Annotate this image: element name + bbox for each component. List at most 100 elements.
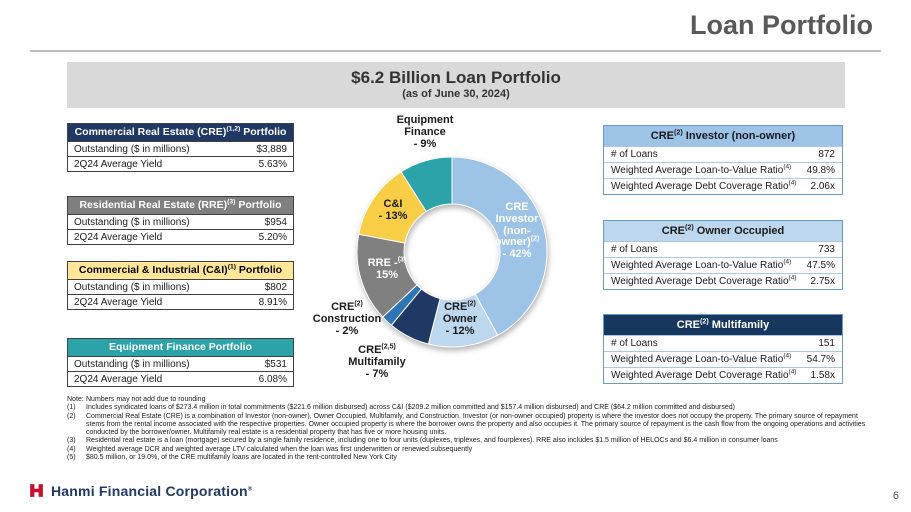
table-title: Residential Real Estate (RRE) (79, 199, 228, 211)
table-row: Weighted Average Loan-to-Value Ratio(4) 5… (604, 351, 842, 367)
row-label: Outstanding ($ in millions) (74, 358, 190, 370)
company-name: Hanmi Financial Corporation® (51, 482, 253, 499)
row-label: Weighted Average Debt Coverage Ratio(4) (611, 274, 797, 287)
table-header: CRE(2) Investor (non-owner) (604, 126, 842, 146)
table-header: Equipment Finance Portfolio (68, 339, 293, 356)
table-title: Commercial Real Estate (CRE) (74, 126, 227, 138)
pie-label-ci: C&I - 13% (378, 198, 408, 222)
row-label: Weighted Average Debt Coverage Ratio(4) (611, 368, 797, 381)
footnote-ref: (1) (227, 263, 237, 271)
table-header: CRE(2) Owner Occupied (604, 221, 842, 241)
footnote-ref: (2) (699, 317, 709, 326)
table-title: CRE (650, 130, 675, 142)
row-label: Weighted Average Loan-to-Value Ratio(4) (611, 258, 792, 271)
footnote: (2) Commercial Real Estate (CRE) is a com… (67, 412, 866, 437)
table-header: CRE(2) Multifamily (604, 315, 842, 335)
registered-mark: ® (247, 485, 253, 492)
row-label: 2Q24 Average Yield (74, 158, 163, 170)
page-title: Loan Portfolio (690, 10, 873, 40)
footnote: (5) $80.5 million, or 19.0%, of the CRE m… (67, 453, 397, 461)
row-value: $3,889 (256, 143, 287, 155)
rre-portfolio-table: Residential Real Estate (RRE)(3) Portfol… (67, 196, 294, 245)
table-row: Outstanding ($ in millions) $954 (68, 214, 293, 229)
pie-segment-cre-investor (451, 156, 548, 336)
row-value: $802 (264, 281, 287, 293)
footnote-ref: (2) (685, 223, 694, 232)
footnote-ref: (2) (674, 128, 683, 137)
pie-label-cre-investor: CRE Investor (non-owner)(2) - 42% (494, 201, 540, 261)
table-title: CRE (676, 319, 700, 331)
row-value: $531 (264, 358, 287, 370)
row-value: 47.5% (806, 260, 835, 271)
table-row: Weighted Average Loan-to-Value Ratio(4) 4… (604, 257, 842, 273)
banner: $6.2 Billion Loan Portfolio (as of June … (67, 62, 845, 108)
left-tables-column: Commercial Real Estate (CRE)(1,2) Portfo… (67, 123, 294, 393)
title-divider (30, 50, 881, 52)
row-label: # of Loans (611, 338, 658, 349)
row-value: 49.8% (806, 165, 835, 176)
table-header: Commercial & Industrial (C&I)(1) Portfol… (68, 262, 293, 279)
row-label: 2Q24 Average Yield (74, 373, 163, 385)
row-label: # of Loans (611, 244, 658, 255)
footnote: (3) Residential real estate is a loan (mo… (67, 437, 778, 445)
table-header: Commercial Real Estate (CRE)(1,2) Portfo… (68, 124, 293, 141)
donut-svg (356, 156, 548, 348)
row-label: Weighted Average Loan-to-Value Ratio(4) (611, 352, 792, 365)
row-value: 54.7% (806, 354, 835, 365)
pie-label-cre-construction: CRE(2) Construction - 2% (312, 300, 382, 337)
footnote-ref: (3) (227, 198, 236, 206)
row-label: Outstanding ($ in millions) (74, 143, 190, 155)
table-header: Residential Real Estate (RRE)(3) Portfol… (68, 197, 293, 214)
table-row: Weighted Average Debt Coverage Ratio(4) 2… (604, 178, 842, 194)
company-logo: Hanmi Financial Corporation® (28, 482, 252, 499)
row-label: Weighted Average Loan-to-Value Ratio(4) (611, 163, 792, 176)
banner-title: $6.2 Billion Loan Portfolio (351, 68, 561, 87)
row-value: 2.06x (810, 181, 835, 192)
table-title-suffix: Owner Occupied (693, 225, 785, 237)
ci-portfolio-table: Commercial & Industrial (C&I)(1) Portfol… (67, 261, 294, 310)
table-row: Weighted Average Debt Coverage Ratio(4) 2… (604, 273, 842, 289)
row-value: 733 (818, 244, 835, 255)
banner-subtitle: (as of June 30, 2024) (402, 88, 510, 100)
table-title-suffix: Investor (non-owner) (682, 130, 796, 142)
footnotes: Note: Numbers may not add due to rounding… (67, 396, 873, 462)
page-number: 6 (892, 490, 899, 502)
table-row: Weighted Average Debt Coverage Ratio(4) 1… (604, 367, 842, 383)
footnote: Note: Numbers may not add due to rounding (67, 396, 206, 403)
row-value: 5.63% (258, 158, 287, 170)
table-row: 2Q24 Average Yield 6.08% (68, 371, 293, 386)
right-tables-column: CRE(2) Investor (non-owner) # of Loans 87… (603, 125, 843, 385)
row-value: 6.08% (258, 373, 287, 385)
row-label: Outstanding ($ in millions) (74, 216, 190, 228)
table-title-suffix: Portfolio (235, 199, 282, 211)
table-title-suffix: Multifamily (708, 319, 770, 331)
table-row: 2Q24 Average Yield 5.20% (68, 229, 293, 244)
pie-label-rre: RRE -(3) 15% (367, 256, 407, 281)
table-title: Commercial & Industrial (C&I) (78, 264, 228, 276)
table-row: Outstanding ($ in millions) $3,889 (68, 141, 293, 156)
table-row: Weighted Average Loan-to-Value Ratio(4) 4… (604, 162, 842, 178)
row-label: Weighted Average Debt Coverage Ratio(4) (611, 179, 797, 192)
row-value: 5.20% (258, 231, 287, 243)
table-row: Outstanding ($ in millions) $531 (68, 356, 293, 371)
row-value: 8.91% (258, 296, 287, 308)
table-row: Outstanding ($ in millions) $802 (68, 279, 293, 294)
row-value: 151 (818, 338, 835, 349)
row-value: 872 (818, 149, 835, 160)
loan-portfolio-donut-chart: CRE Investor (non-owner)(2) - 42% CRE(2) Owne… (312, 112, 580, 412)
table-row: # of Loans 872 (604, 146, 842, 162)
table-title: CRE (661, 225, 686, 237)
footnote: (4) Weighted average DCR and weighted ave… (67, 445, 473, 453)
pie-label-cre-multifamily: CRE(2,5) Multifamily - 7% (348, 343, 406, 380)
equipment-finance-portfolio-table: Equipment Finance Portfolio Outstanding … (67, 338, 294, 387)
table-row: # of Loans 151 (604, 335, 842, 351)
row-label: Outstanding ($ in millions) (74, 281, 190, 293)
footnote: (1) Includes syndicated loans of $273.4 m… (67, 404, 735, 412)
pie-label-cre-owner: CRE(2) Owner - 12% (442, 300, 478, 337)
table-row: 2Q24 Average Yield 8.91% (68, 294, 293, 309)
row-label: # of Loans (611, 149, 658, 160)
cre-investor-table: CRE(2) Investor (non-owner) # of Loans 87… (603, 125, 843, 195)
table-title-suffix: Portfolio (236, 264, 283, 276)
row-label: 2Q24 Average Yield (74, 231, 163, 243)
